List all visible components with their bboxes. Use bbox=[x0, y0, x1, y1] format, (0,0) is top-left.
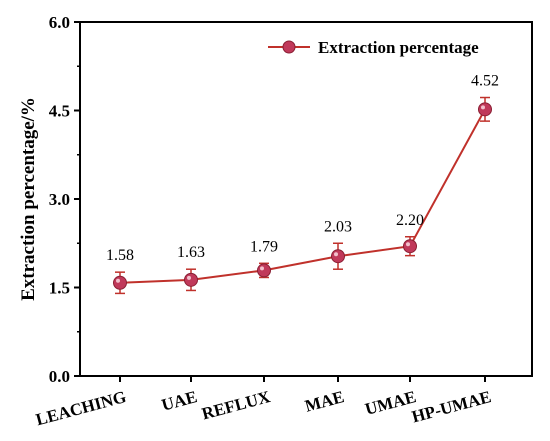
data-point bbox=[331, 249, 345, 264]
legend-marker bbox=[282, 40, 296, 54]
data-label: 1.63 bbox=[177, 244, 205, 261]
data-label: 1.79 bbox=[250, 238, 278, 255]
data-point-highlight bbox=[481, 105, 485, 110]
y-tick-label: 3.0 bbox=[49, 190, 70, 209]
data-point-highlight bbox=[334, 252, 338, 257]
data-label: 2.03 bbox=[324, 218, 352, 235]
data-point bbox=[257, 263, 271, 278]
x-tick-label: UAE bbox=[160, 387, 200, 415]
x-tick-label: UMAE bbox=[363, 387, 418, 419]
data-point-highlight bbox=[260, 266, 264, 271]
x-tick-label: MAE bbox=[303, 387, 346, 416]
legend: Extraction percentage bbox=[268, 38, 479, 57]
y-axis-title: Extraction percentage/% bbox=[18, 97, 39, 301]
x-tick-label: REFLUX bbox=[200, 387, 273, 424]
legend-label: Extraction percentage bbox=[318, 38, 479, 57]
x-tick-label: LEACHING bbox=[34, 387, 128, 429]
data-point bbox=[403, 239, 417, 254]
y-tick-label: 4.5 bbox=[49, 102, 70, 121]
y-tick-label: 0.0 bbox=[49, 367, 70, 386]
data-label: 4.52 bbox=[471, 73, 499, 90]
data-point bbox=[113, 275, 127, 290]
y-tick-label: 1.5 bbox=[49, 279, 70, 298]
data-point bbox=[478, 102, 492, 117]
series-extraction-percentage: 1.58 1.63 1.79 2.03 2.20 4.52 bbox=[106, 73, 499, 295]
data-point-highlight bbox=[406, 242, 410, 247]
data-point-highlight bbox=[187, 275, 191, 280]
plot-frame bbox=[79, 21, 533, 377]
y-axis: 0.0 1.5 3.0 4.5 6.0 bbox=[49, 13, 80, 386]
data-label: 1.58 bbox=[106, 247, 134, 264]
data-point-highlight bbox=[116, 278, 120, 283]
series-line bbox=[119, 108, 486, 284]
x-tick-label: HP-UMAE bbox=[410, 387, 493, 426]
data-point bbox=[184, 272, 198, 287]
data-label: 2.20 bbox=[396, 212, 424, 229]
y-tick-label: 6.0 bbox=[49, 13, 70, 32]
